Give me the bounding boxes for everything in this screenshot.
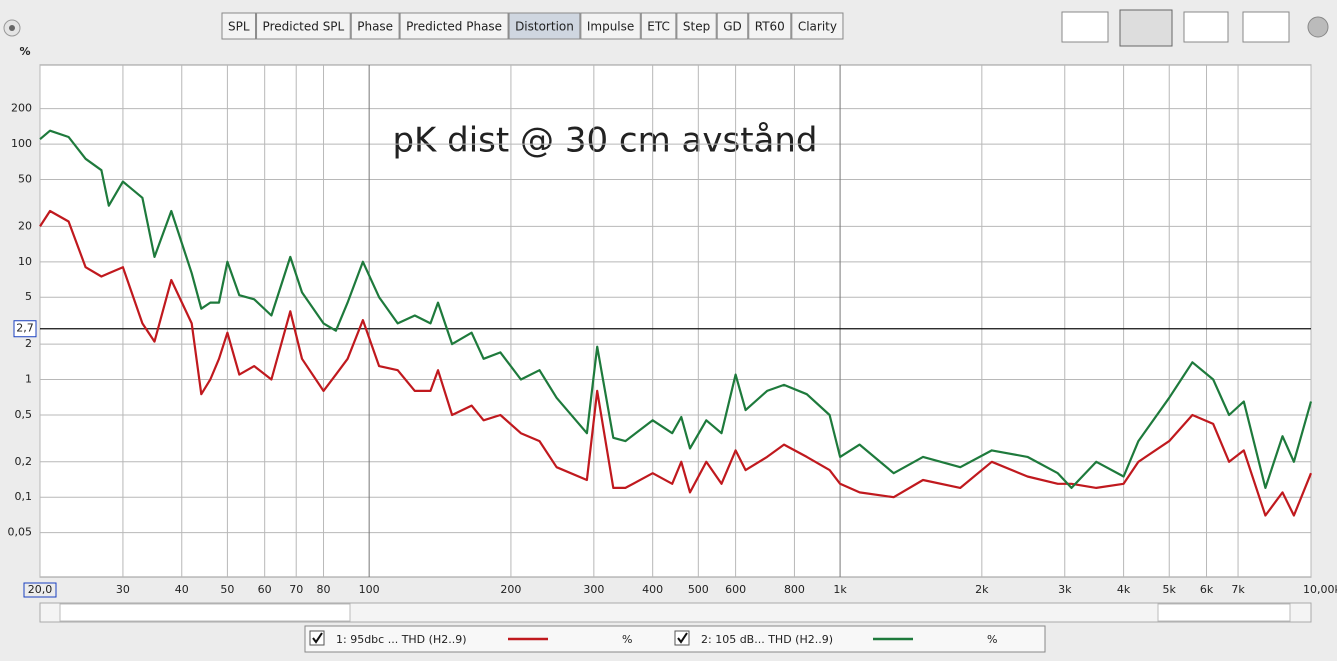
tab: ETC: [640, 12, 677, 40]
tab-label: Predicted Phase: [406, 20, 502, 34]
icon-scale[interactable]: [1242, 11, 1290, 43]
y-unit: %: [19, 45, 30, 58]
tab: Impulse: [580, 12, 641, 40]
x-tick-label: 300: [583, 583, 604, 596]
x-tick-label: 80: [317, 583, 331, 596]
tab-label: Distortion: [515, 20, 574, 34]
y-tick-label: 1: [25, 373, 32, 386]
tab-label: Clarity: [798, 20, 837, 34]
tab-button[interactable]: [580, 12, 641, 40]
tab-button[interactable]: [640, 12, 677, 40]
tab: Phase: [350, 12, 400, 40]
x-tick-label: 100: [359, 583, 380, 596]
tab: Step: [676, 12, 717, 40]
icon-layout[interactable]: [1119, 9, 1173, 47]
y-tick-label: 0,5: [15, 408, 33, 421]
tab: Distortion: [508, 12, 581, 40]
tab-button[interactable]: [399, 12, 509, 40]
tab: Predicted SPL: [256, 12, 351, 40]
scroll-thumb-right[interactable]: [1157, 603, 1291, 622]
tab-label: ETC: [647, 20, 670, 34]
y-tick-label: 2: [25, 337, 32, 350]
icon-grid[interactable]: [1183, 11, 1229, 43]
x-tick-label: 5k: [1163, 583, 1177, 596]
legend-label: 2: 105 dB... THD (H2..9): [701, 633, 833, 646]
tab: GD: [716, 12, 749, 40]
tab-button[interactable]: [256, 12, 351, 40]
tab-button[interactable]: [676, 12, 717, 40]
chart-title: pK dist @ 30 cm avstånd: [392, 121, 817, 161]
x-tick-label: 60: [258, 583, 272, 596]
tab: SPL: [221, 12, 257, 40]
x-tick-label: 500: [688, 583, 709, 596]
legend-unit: %: [987, 633, 997, 646]
menu-dot: [9, 25, 15, 31]
tab-label: Phase: [357, 20, 393, 34]
x-tick-label: 800: [784, 583, 805, 596]
x-start-box: [23, 582, 57, 598]
x-tick-label: 6k: [1200, 583, 1214, 596]
x-tick-label: 7k: [1231, 583, 1245, 596]
y-tick-label: 10: [18, 255, 32, 268]
tab-button[interactable]: [508, 12, 581, 40]
tab-label: Impulse: [587, 20, 634, 34]
legend-label: 1: 95dbc ... THD (H2..9): [336, 633, 467, 646]
cursor-label: 2,7: [16, 322, 34, 335]
tab-button[interactable]: [350, 12, 400, 40]
legend-check: [677, 632, 688, 644]
legend-check: [312, 632, 323, 644]
tab: Clarity: [791, 12, 844, 40]
y-tick-label: 0,05: [8, 526, 33, 539]
x-tick-label: 30: [116, 583, 130, 596]
series-line: [39, 129, 1313, 489]
tab-button[interactable]: [221, 12, 257, 40]
view-icons: [1061, 9, 1329, 47]
tab-label: SPL: [228, 20, 250, 34]
tab-button[interactable]: [791, 12, 844, 40]
x-tick-label: 1k: [833, 583, 847, 596]
tab-label: Predicted SPL: [263, 20, 345, 34]
x-tick-label: 10,00kHz: [1303, 583, 1337, 596]
series-line: [39, 209, 1313, 517]
scrollbar[interactable]: [39, 602, 1312, 623]
plot-area: [39, 64, 1312, 578]
y-tick-label: 0,2: [15, 455, 33, 468]
y-tick-label: 100: [11, 137, 32, 150]
y-tick-label: 200: [11, 102, 32, 115]
tab: Predicted Phase: [399, 12, 509, 40]
tab-button[interactable]: [716, 12, 749, 40]
y-tick-label: 20: [18, 219, 32, 232]
x-tick-label: 600: [725, 583, 746, 596]
x-tick-label: 4k: [1117, 583, 1131, 596]
tab: RT60: [748, 12, 792, 40]
icon-traces[interactable]: [1061, 11, 1109, 43]
x-tick-label: 2k: [975, 583, 989, 596]
y-tick-label: 0,1: [15, 490, 33, 503]
y-tick-label: 5: [25, 290, 32, 303]
tab-label: GD: [723, 20, 742, 34]
x-tick-label: 50: [220, 583, 234, 596]
tab-label: Step: [683, 20, 710, 34]
x-tick-label: 400: [642, 583, 663, 596]
x-tick-label: 40: [175, 583, 189, 596]
tab-label: RT60: [755, 20, 785, 34]
y-tick-label: 50: [18, 173, 32, 186]
cursor-box: [13, 320, 37, 338]
tab-button[interactable]: [748, 12, 792, 40]
x-tick-label: 200: [500, 583, 521, 596]
x-tick-label: 3k: [1058, 583, 1072, 596]
x-tick-label: 70: [289, 583, 303, 596]
x-tick-label: 20,0: [28, 583, 53, 596]
settings-icon[interactable]: [1307, 16, 1329, 38]
scroll-thumb[interactable]: [59, 603, 351, 622]
legend-unit: %: [622, 633, 632, 646]
